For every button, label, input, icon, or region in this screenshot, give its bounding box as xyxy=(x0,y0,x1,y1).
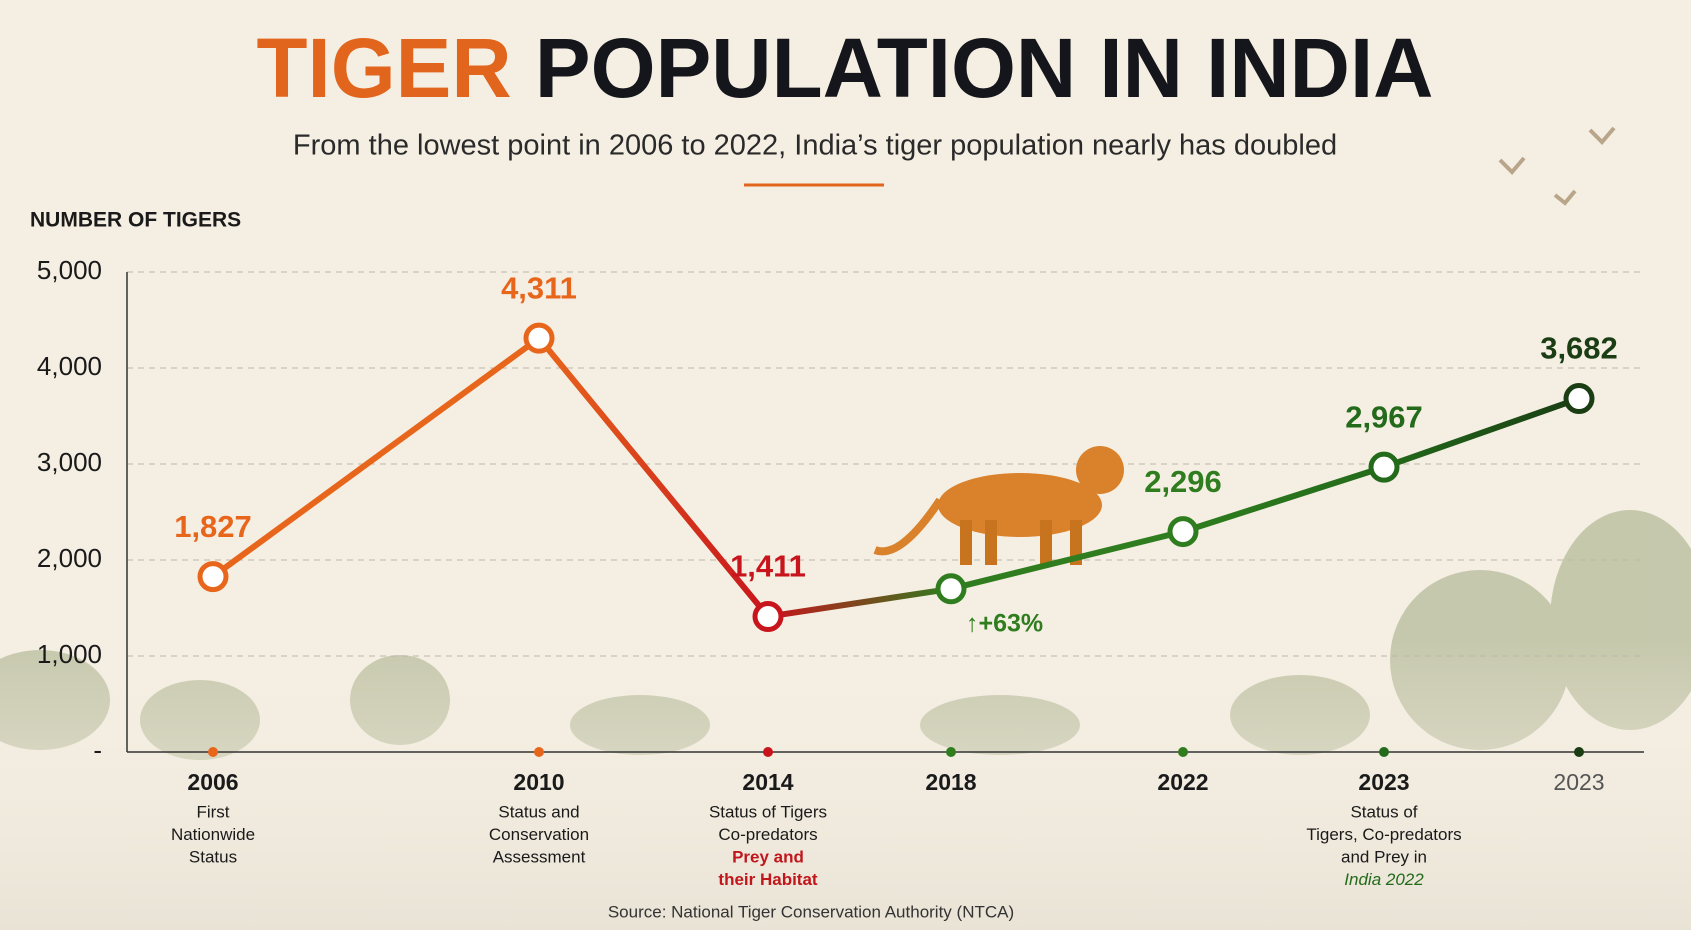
point xyxy=(1368,451,1400,483)
category-description: Status and xyxy=(498,802,579,821)
category-description: Conservation xyxy=(489,825,589,844)
tiger-leg xyxy=(1070,520,1082,565)
category-description: Prey and xyxy=(732,847,804,866)
category-description: and Prey in xyxy=(1341,847,1427,866)
category-description: Co-predators xyxy=(718,825,817,844)
y-axis-label: NUMBER OF TIGERS xyxy=(30,209,241,232)
tiger-leg xyxy=(960,520,972,565)
axis-dot xyxy=(534,747,544,757)
x-tick-label: 2023 xyxy=(1553,769,1604,795)
category-description: Status xyxy=(189,847,237,866)
x-tick-label: 2014 xyxy=(742,769,793,795)
subtitle: From the lowest point in 2006 to 2022, I… xyxy=(293,130,1337,162)
tiger-head xyxy=(1076,446,1124,494)
category-description: Status of xyxy=(1350,802,1417,821)
y-tick-label: 2,000 xyxy=(37,543,102,573)
point xyxy=(1563,383,1595,415)
value-label: 1,411 xyxy=(730,549,806,584)
category-description: their Habitat xyxy=(718,870,818,889)
y-tick-label: 4,000 xyxy=(37,351,102,381)
tiger-leg xyxy=(1040,520,1052,565)
tiger-body xyxy=(938,473,1102,537)
tiger-leg xyxy=(985,520,997,565)
point xyxy=(523,322,555,354)
axis-dot xyxy=(946,747,956,757)
x-tick-label: 2022 xyxy=(1157,769,1208,795)
tiger xyxy=(873,446,1124,565)
category-description: India 2022 xyxy=(1344,870,1424,889)
y-tick-label: 3,000 xyxy=(37,447,102,477)
category-description: Status of Tigers xyxy=(709,802,827,821)
point xyxy=(1167,516,1199,548)
tiger-tail xyxy=(873,497,944,556)
point xyxy=(935,573,967,605)
category-description: Tigers, Co-predators xyxy=(1306,825,1461,844)
value-label: 1,827 xyxy=(174,509,252,544)
axis-dot xyxy=(1178,747,1188,757)
category-description: Assessment xyxy=(493,847,586,866)
value-label: 2,296 xyxy=(1144,464,1222,499)
title-highlight: TIGER xyxy=(257,21,512,115)
point xyxy=(752,601,784,633)
value-label: 3,682 xyxy=(1540,331,1618,366)
annotation: ↑+63% xyxy=(966,609,1043,637)
category-description: First xyxy=(196,802,229,821)
y-tick-label: 1,000 xyxy=(37,639,102,669)
axis-dot xyxy=(208,747,218,757)
x-tick-label: 2018 xyxy=(925,769,976,795)
x-tick-label: 2006 xyxy=(187,769,238,795)
y-tick-label: 5,000 xyxy=(37,255,102,285)
fog xyxy=(0,640,1691,930)
chart-title: TIGER POPULATION IN INDIA xyxy=(257,21,1434,115)
axis-dot xyxy=(1574,747,1584,757)
value-label: 2,967 xyxy=(1345,399,1423,434)
title-main: POPULATION IN INDIA xyxy=(535,21,1434,115)
point xyxy=(197,561,229,593)
birds xyxy=(1498,126,1616,206)
axis-dot xyxy=(763,747,773,757)
x-tick-label: 2010 xyxy=(513,769,564,795)
x-tick-label: 2023 xyxy=(1358,769,1409,795)
y-tick-label: - xyxy=(93,735,102,765)
source: Source: National Tiger Conservation Auth… xyxy=(608,902,1014,921)
value-label: 4,311 xyxy=(501,270,577,305)
axis-dot xyxy=(1379,747,1389,757)
category-description: Nationwide xyxy=(171,825,255,844)
